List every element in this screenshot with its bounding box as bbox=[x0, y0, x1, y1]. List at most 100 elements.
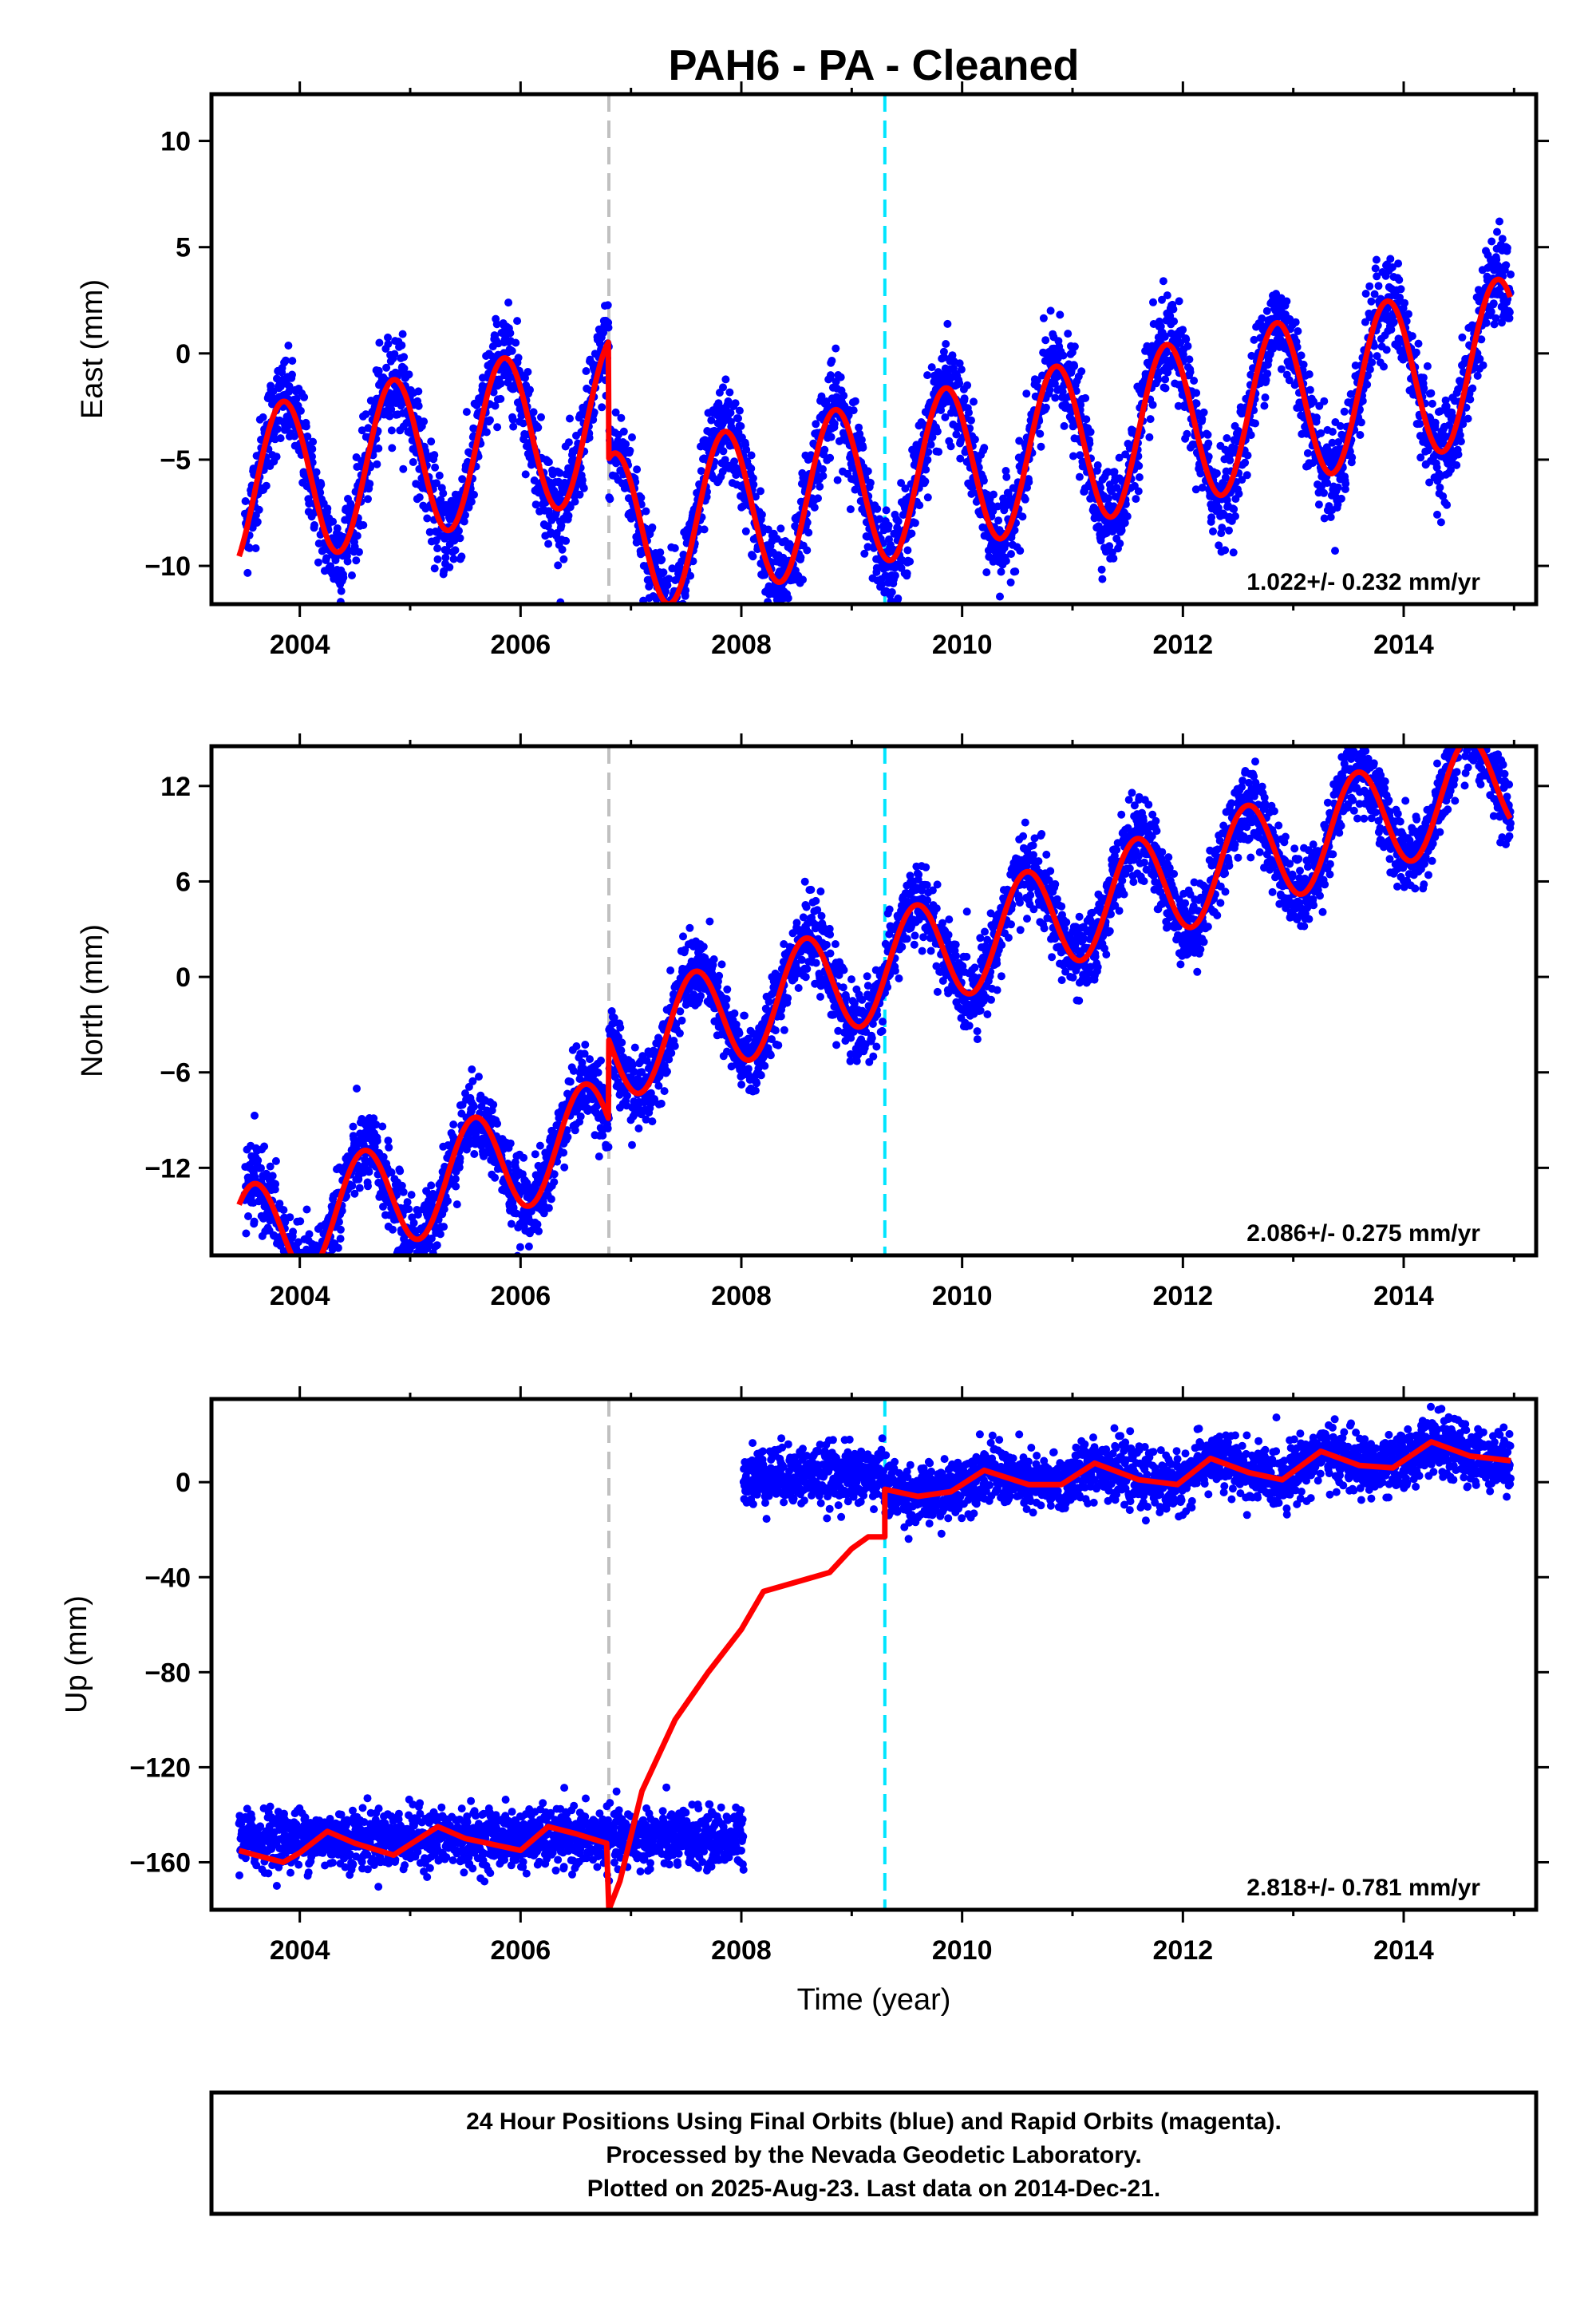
data-point bbox=[747, 464, 756, 472]
data-point bbox=[849, 406, 858, 415]
data-point bbox=[726, 409, 735, 417]
data-point bbox=[846, 505, 855, 514]
data-point bbox=[451, 1175, 460, 1184]
data-point bbox=[887, 588, 896, 596]
data-point bbox=[1081, 393, 1090, 402]
data-point bbox=[670, 618, 678, 626]
data-point bbox=[1076, 451, 1084, 460]
data-point bbox=[343, 557, 352, 566]
data-point bbox=[923, 493, 932, 502]
data-point bbox=[437, 496, 445, 504]
data-point bbox=[1458, 333, 1467, 342]
data-point bbox=[323, 1257, 331, 1265]
data-point bbox=[894, 517, 903, 526]
data-point bbox=[922, 465, 930, 474]
data-point bbox=[326, 1270, 334, 1278]
data-point bbox=[1242, 471, 1251, 480]
data-point bbox=[1473, 371, 1482, 380]
data-point bbox=[1183, 429, 1191, 438]
data-point bbox=[1059, 351, 1068, 360]
data-point bbox=[658, 555, 666, 564]
data-point bbox=[1503, 243, 1511, 252]
data-point bbox=[358, 426, 366, 435]
data-point bbox=[1163, 291, 1171, 300]
data-point bbox=[1183, 342, 1192, 350]
data-point bbox=[314, 558, 322, 567]
data-point bbox=[420, 417, 429, 426]
data-point bbox=[863, 467, 872, 476]
data-point bbox=[1333, 500, 1342, 509]
data-point bbox=[1223, 434, 1231, 442]
data-point bbox=[817, 392, 826, 401]
data-point bbox=[1357, 418, 1365, 427]
data-point bbox=[1036, 429, 1045, 438]
data-point bbox=[1182, 335, 1191, 344]
data-point bbox=[1433, 510, 1441, 519]
data-point bbox=[414, 387, 423, 396]
data-point bbox=[241, 497, 250, 505]
data-point bbox=[1468, 384, 1477, 393]
data-point bbox=[346, 609, 354, 617]
data-point bbox=[303, 432, 312, 441]
data-point bbox=[1174, 401, 1183, 410]
data-point bbox=[1371, 264, 1380, 273]
data-point bbox=[288, 1272, 296, 1280]
data-point bbox=[1416, 453, 1425, 462]
data-point bbox=[399, 1188, 408, 1196]
data-point bbox=[1104, 494, 1112, 503]
data-point bbox=[1365, 282, 1374, 290]
data-point bbox=[295, 1321, 303, 1329]
data-point bbox=[585, 433, 594, 442]
data-point bbox=[875, 515, 884, 524]
data-point bbox=[873, 504, 882, 513]
data-point bbox=[373, 460, 381, 468]
data-point bbox=[664, 610, 672, 618]
data-point bbox=[310, 1262, 318, 1270]
data-point bbox=[1192, 399, 1201, 408]
data-point bbox=[530, 476, 539, 484]
data-point bbox=[907, 529, 916, 538]
data-point bbox=[1207, 513, 1216, 522]
data-point bbox=[1361, 290, 1370, 298]
data-point bbox=[766, 619, 774, 627]
data-point bbox=[700, 525, 709, 534]
data-point bbox=[1046, 306, 1055, 315]
data-point bbox=[496, 379, 505, 388]
data-point bbox=[1373, 272, 1381, 281]
data-point bbox=[1261, 393, 1270, 401]
data-point bbox=[1241, 458, 1250, 467]
data-point bbox=[320, 1261, 328, 1269]
data-point bbox=[1436, 483, 1444, 492]
data-point bbox=[946, 442, 955, 451]
rate-label: 1.022+/- 0.232 mm/yr bbox=[1246, 569, 1480, 595]
data-point bbox=[814, 494, 822, 503]
data-point bbox=[970, 435, 979, 444]
data-point bbox=[661, 623, 669, 631]
data-point bbox=[355, 1184, 364, 1192]
data-point bbox=[1396, 285, 1405, 294]
data-point bbox=[1326, 513, 1335, 521]
data-point bbox=[681, 586, 690, 595]
data-point bbox=[521, 470, 530, 479]
data-point bbox=[512, 338, 520, 347]
data-point bbox=[287, 1270, 295, 1278]
data-point bbox=[658, 615, 666, 623]
data-point bbox=[1115, 453, 1124, 462]
data-point bbox=[1185, 355, 1194, 364]
data-point bbox=[994, 502, 1002, 511]
data-point bbox=[1372, 255, 1381, 264]
data-point bbox=[604, 323, 613, 332]
data-point bbox=[942, 340, 950, 348]
data-point bbox=[339, 573, 348, 582]
data-point bbox=[952, 430, 961, 439]
data-point bbox=[1423, 362, 1432, 370]
data-point bbox=[1086, 428, 1095, 437]
data-point bbox=[669, 626, 677, 634]
data-point bbox=[644, 575, 653, 584]
data-point bbox=[423, 514, 432, 523]
data-point bbox=[279, 1206, 288, 1215]
data-point bbox=[1170, 317, 1179, 326]
data-point bbox=[309, 1266, 317, 1274]
data-point bbox=[295, 1267, 303, 1275]
data-point bbox=[1305, 370, 1314, 378]
